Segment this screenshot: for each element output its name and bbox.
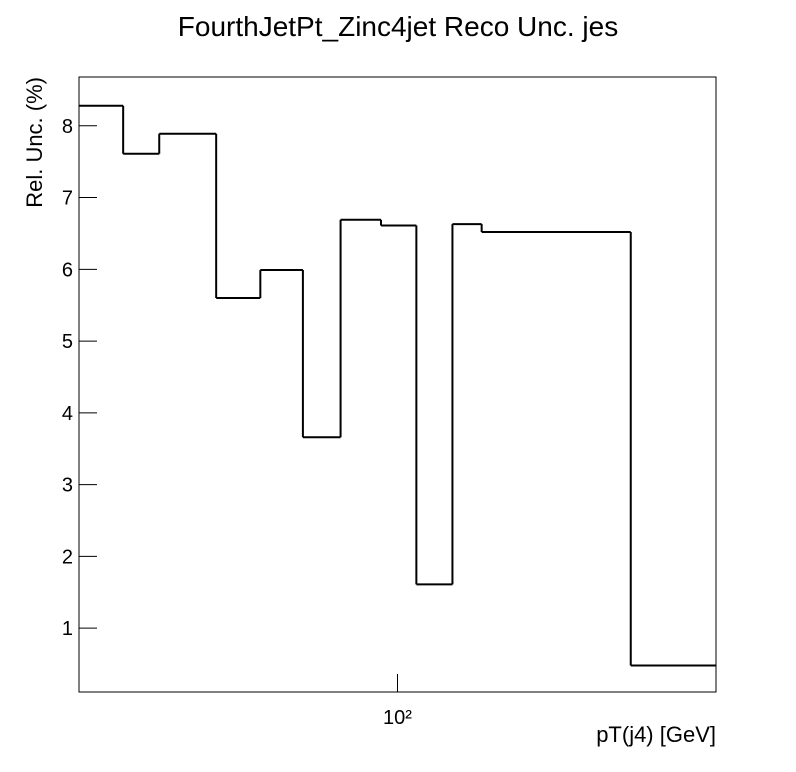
y-axis-label: Rel. Unc. (%) (22, 77, 47, 208)
y-tick-label: 7 (62, 188, 73, 210)
y-tick-label: 8 (62, 116, 73, 138)
y-tick-label: 4 (62, 403, 73, 425)
y-tick-label: 2 (62, 546, 73, 568)
y-tick-label: 6 (62, 259, 73, 281)
y-tick-label: 5 (62, 331, 73, 353)
x-axis-label: pT(j4) [GeV] (596, 722, 716, 747)
y-tick-label: 1 (62, 618, 73, 640)
y-tick-label: 3 (62, 475, 73, 497)
chart-title: FourthJetPt_Zinc4jet Reco Unc. jes (178, 11, 618, 42)
x-tick-label: 10² (383, 707, 412, 729)
